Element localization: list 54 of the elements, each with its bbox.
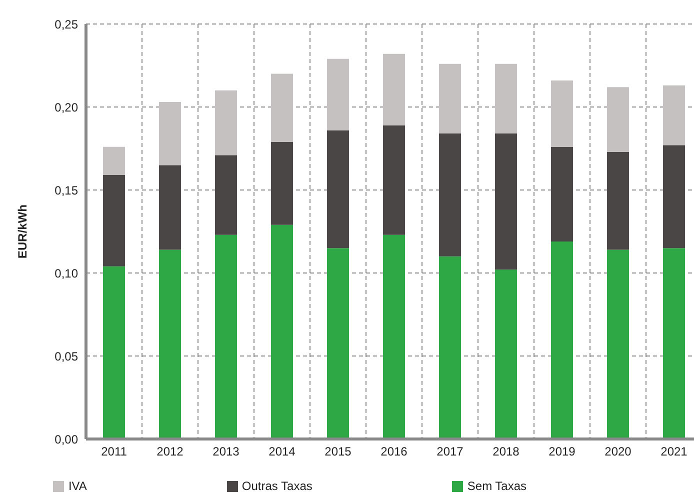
x-tick-label: 2014 <box>268 444 296 459</box>
bar <box>383 234 405 439</box>
x-tick-label: 2020 <box>604 444 632 459</box>
bar <box>327 130 349 248</box>
bar <box>327 58 349 130</box>
x-tick-label: 2019 <box>548 444 576 459</box>
legend-label: Outras Taxas <box>242 479 312 493</box>
bar <box>215 155 237 235</box>
bar <box>551 80 573 147</box>
bar <box>551 241 573 439</box>
bar <box>383 54 405 126</box>
bar <box>439 134 461 256</box>
bar <box>663 248 685 439</box>
bar <box>271 74 293 142</box>
bar <box>103 266 125 439</box>
bar <box>159 250 181 439</box>
bar <box>495 64 517 134</box>
bar <box>607 87 629 152</box>
bar <box>607 250 629 439</box>
x-tick-label: 2011 <box>101 444 128 459</box>
x-tick-label: 2012 <box>156 444 184 459</box>
bar <box>215 234 237 439</box>
bar <box>271 224 293 439</box>
legend-label: Sem Taxas <box>467 479 527 493</box>
bar <box>663 145 685 248</box>
bar <box>271 142 293 225</box>
legend-label: IVA <box>68 479 87 493</box>
x-tick-label: 2018 <box>492 444 520 459</box>
bar <box>383 125 405 235</box>
y-tick-label: 0,25 <box>54 17 78 32</box>
y-tick-label: 0,15 <box>54 183 78 198</box>
bar <box>439 64 461 134</box>
bar <box>551 146 573 242</box>
x-tick-label: 2017 <box>436 444 464 459</box>
y-axis-title: EUR/kWh <box>15 204 30 258</box>
bar <box>159 165 181 250</box>
y-tick-label: 0,00 <box>54 432 78 446</box>
bar <box>327 248 349 439</box>
bar <box>215 90 237 156</box>
bar <box>663 85 685 146</box>
bar <box>439 256 461 439</box>
x-tick-label: 2013 <box>212 444 240 459</box>
x-tick-label: 2016 <box>380 444 408 459</box>
y-tick-label: 0,05 <box>54 349 78 364</box>
x-tick-label: 2021 <box>660 444 688 459</box>
y-tick-label: 0,10 <box>54 266 78 280</box>
y-tick-label: 0,20 <box>54 100 78 114</box>
x-tick-label: 2015 <box>324 444 352 459</box>
bar <box>495 270 517 439</box>
bar <box>607 152 629 250</box>
bar <box>103 175 125 266</box>
bar <box>159 102 181 166</box>
bar <box>103 146 125 176</box>
bar <box>495 134 517 270</box>
